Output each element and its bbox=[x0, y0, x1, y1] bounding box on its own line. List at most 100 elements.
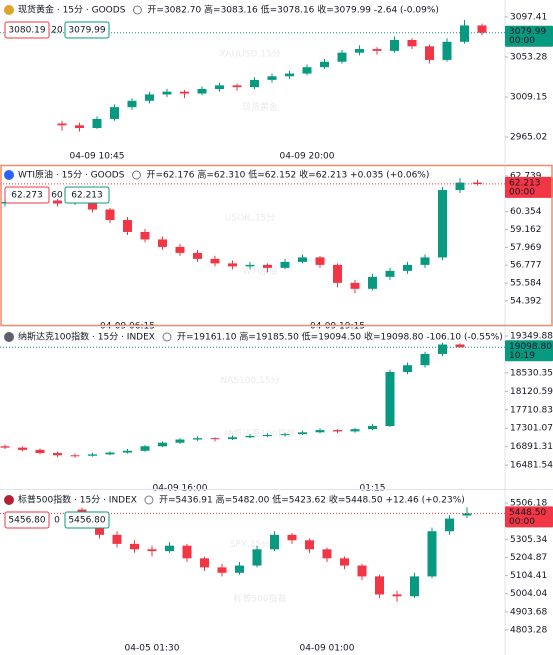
candle-body bbox=[285, 73, 294, 77]
candle-body bbox=[410, 576, 419, 597]
y-tick-label: 17301.07 bbox=[510, 424, 553, 434]
y-tick-label: 5506.18 bbox=[510, 499, 547, 509]
candle-body bbox=[200, 558, 209, 568]
symbol-title[interactable]: WTI原油 · 15分 · GOODS bbox=[18, 169, 125, 181]
candle-body bbox=[228, 263, 237, 267]
ohlc-info: 开=5436.91 高=5482.00 低=5423.62 收=5448.50 … bbox=[159, 494, 465, 506]
candle-body bbox=[232, 85, 242, 88]
y-tick-label: 19349.88 bbox=[510, 331, 553, 341]
candle-body bbox=[175, 246, 185, 253]
candle-body bbox=[337, 52, 347, 62]
buy-box[interactable] bbox=[64, 21, 110, 39]
candle-body bbox=[420, 257, 430, 265]
last-price-box bbox=[505, 506, 553, 528]
y-tick-label: 5204.87 bbox=[510, 553, 547, 563]
sell-box[interactable] bbox=[4, 21, 50, 39]
sell-box[interactable] bbox=[4, 511, 50, 529]
candle-body bbox=[280, 434, 290, 436]
symbol-title[interactable]: 标普500指数 · 15分 · INDEX bbox=[18, 494, 137, 506]
watermark: XAUUSD,15分 bbox=[219, 48, 280, 59]
y-tick-label: 62.739 bbox=[510, 172, 542, 182]
candle-body bbox=[477, 25, 487, 33]
candle-body bbox=[425, 46, 434, 60]
spread: 20 bbox=[51, 26, 63, 36]
candle-body bbox=[112, 534, 122, 544]
watermark-sub: WTI原油 bbox=[242, 265, 277, 277]
y-tick-label: 3097.41 bbox=[510, 12, 547, 22]
buy-price: 5456.80 bbox=[68, 516, 105, 526]
candle-body bbox=[105, 209, 115, 220]
y-tick-label: 2965.02 bbox=[510, 133, 547, 143]
candle-body bbox=[197, 88, 207, 94]
candle-body bbox=[145, 94, 154, 101]
candle-body bbox=[215, 85, 224, 89]
candle-body bbox=[442, 41, 452, 60]
candle-body bbox=[392, 594, 402, 597]
y-tick-label: 5104.41 bbox=[510, 571, 547, 581]
symbol-title[interactable]: 纳斯达克100指数 · 15分 · INDEX bbox=[18, 331, 155, 343]
candle-body bbox=[298, 257, 307, 262]
candle-body bbox=[350, 282, 360, 289]
y-tick-label: 55.584 bbox=[510, 279, 542, 289]
candle-body bbox=[92, 118, 102, 129]
y-tick-label: 18120.59 bbox=[510, 387, 553, 397]
y-tick-label: 16481.54 bbox=[510, 461, 553, 471]
candle-body bbox=[88, 197, 97, 210]
ohlc-info: 开=62.176 高=62.310 低=62.152 收=62.213 +0.0… bbox=[146, 169, 429, 181]
symbol-title[interactable]: 现货黄金 · 15分 · GOODS bbox=[18, 4, 126, 16]
candle-body bbox=[193, 438, 202, 440]
sell-box[interactable] bbox=[4, 186, 50, 204]
x-tick-label: 04-09 20:00 bbox=[280, 152, 335, 162]
candle-body bbox=[35, 449, 45, 454]
candle-body bbox=[372, 49, 382, 51]
candle-body bbox=[403, 365, 412, 372]
x-tick-label: 04-09 10:45 bbox=[70, 152, 125, 162]
candle-body bbox=[130, 543, 139, 550]
y-tick-label: 17710.83 bbox=[510, 405, 553, 415]
eye-icon[interactable] bbox=[132, 5, 142, 15]
y-tick-label: 59.162 bbox=[510, 225, 542, 235]
candle-body bbox=[315, 430, 325, 433]
watermark: NAS100,15分 bbox=[220, 375, 279, 386]
candle-body bbox=[18, 447, 27, 450]
candle-body bbox=[368, 276, 377, 289]
eye-icon[interactable] bbox=[131, 170, 141, 180]
last-price-label: 62.213 bbox=[509, 178, 541, 188]
watermark: SPX,15分 bbox=[230, 539, 271, 550]
ohlc-info: 开=19161.10 高=19185.50 低=19094.50 收=19098… bbox=[177, 331, 503, 343]
candle-body bbox=[280, 261, 290, 268]
x-tick-label: 04-05 01:30 bbox=[125, 644, 180, 654]
x-tick-label: 04-09 16:00 bbox=[153, 484, 208, 494]
y-tick-label: 5305.34 bbox=[510, 535, 547, 545]
candle-body bbox=[420, 353, 430, 366]
y-tick-label: 3053.28 bbox=[510, 52, 547, 62]
candle-body bbox=[105, 452, 115, 455]
x-tick-label: 01:15 bbox=[360, 484, 386, 494]
candle-body bbox=[110, 107, 119, 119]
candle-body bbox=[165, 545, 174, 552]
candle-body bbox=[180, 91, 189, 94]
candle-body bbox=[127, 100, 137, 108]
candle-body bbox=[375, 576, 384, 595]
last-price-label: 19098.80 bbox=[509, 342, 552, 352]
candle-body bbox=[322, 549, 332, 559]
candle-body bbox=[403, 264, 412, 271]
last-time-label: 00:00 bbox=[509, 517, 535, 527]
candle-body bbox=[210, 258, 220, 264]
candle-body bbox=[407, 39, 417, 47]
candle-body bbox=[287, 534, 297, 541]
candle-body bbox=[252, 549, 262, 566]
buy-box[interactable] bbox=[64, 186, 110, 204]
buy-box[interactable] bbox=[64, 511, 110, 529]
selected-border bbox=[0, 164, 553, 327]
last-price-label: 3079.99 bbox=[509, 27, 546, 37]
eye-icon[interactable] bbox=[162, 332, 172, 342]
candle-body bbox=[182, 545, 192, 559]
buy-price: 62.213 bbox=[71, 191, 103, 201]
last-price-box bbox=[505, 340, 553, 362]
y-tick-label: 4803.28 bbox=[510, 626, 547, 636]
eye-icon[interactable] bbox=[144, 495, 154, 505]
